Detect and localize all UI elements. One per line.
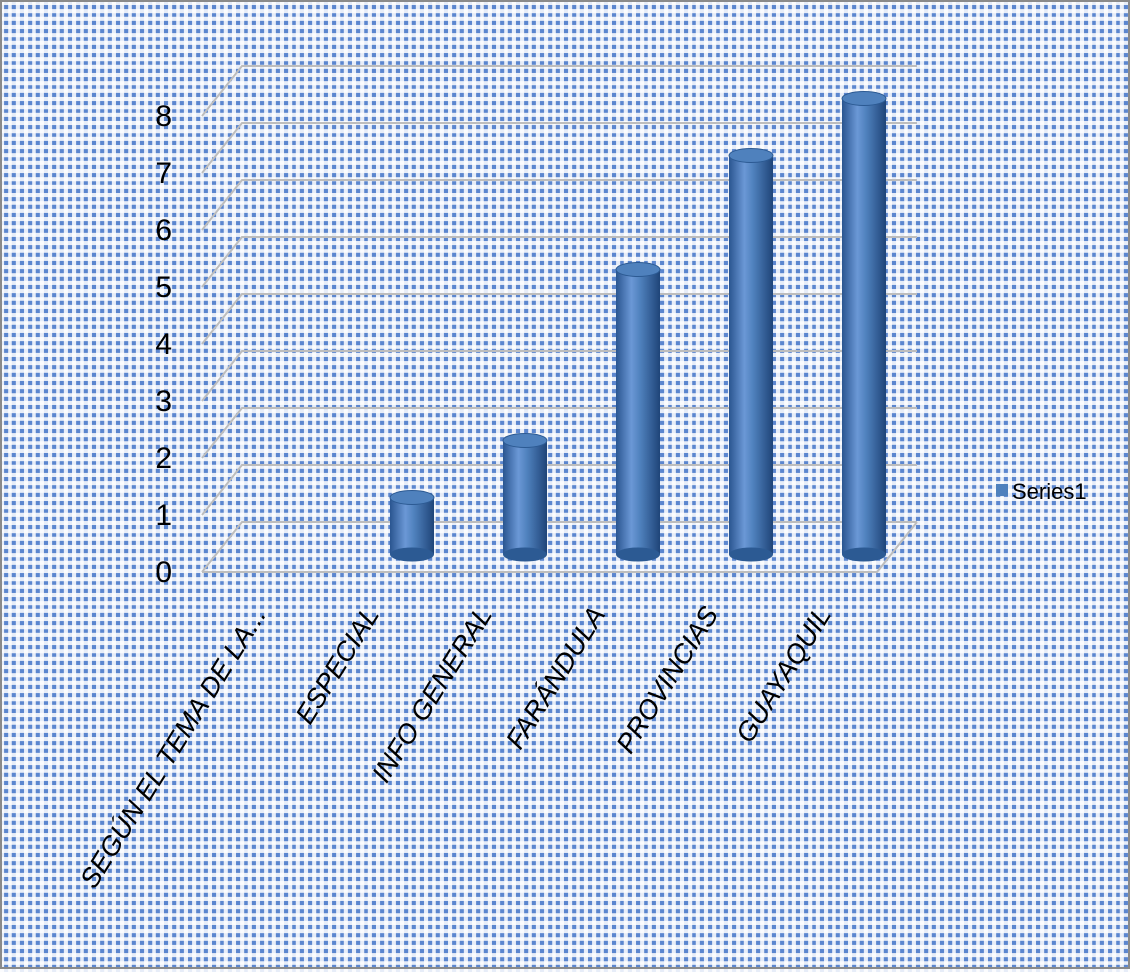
gridline [201,521,917,573]
bars [389,91,887,562]
y-tick-label: 8 [155,100,172,133]
legend-swatch [996,484,1008,496]
gridline [201,350,917,402]
gridlines [201,65,918,573]
bar [728,148,774,562]
gridline [201,65,917,117]
y-tick-label: 0 [155,556,172,589]
x-tick-label: SEGÚN EL TEMA DE LA... [73,601,272,894]
y-tick-label: 6 [155,214,172,247]
x-tick-label: PROVINCIAS [610,601,724,758]
gridline [201,122,917,174]
x-tick-label: FARÁNDULA [500,601,611,754]
gridline [201,293,917,345]
bar [615,262,661,562]
y-tick-label: 2 [155,442,172,475]
x-tick-label: GUAYAQUIL [730,601,837,748]
gridline [201,236,917,288]
floor-edge [202,521,918,573]
x-tick-label: INFO GENERAL [366,601,498,787]
x-tick-label: ESPECIAL [290,601,385,729]
bar [389,490,435,562]
y-tick-label: 3 [155,385,172,418]
legend: Series1 [996,479,1087,504]
y-tick-label: 1 [155,499,172,532]
gridline [201,464,917,516]
y-tick-label: 7 [155,157,172,190]
gridline [201,407,917,459]
y-tick-label: 5 [155,271,172,304]
y-axis-ticks: 0 1 2 3 4 5 6 7 8 [155,100,172,589]
gridline [201,179,917,231]
bar [502,433,548,562]
bar [841,91,887,562]
legend-label: Series1 [1012,479,1087,504]
y-tick-label: 4 [155,328,172,361]
